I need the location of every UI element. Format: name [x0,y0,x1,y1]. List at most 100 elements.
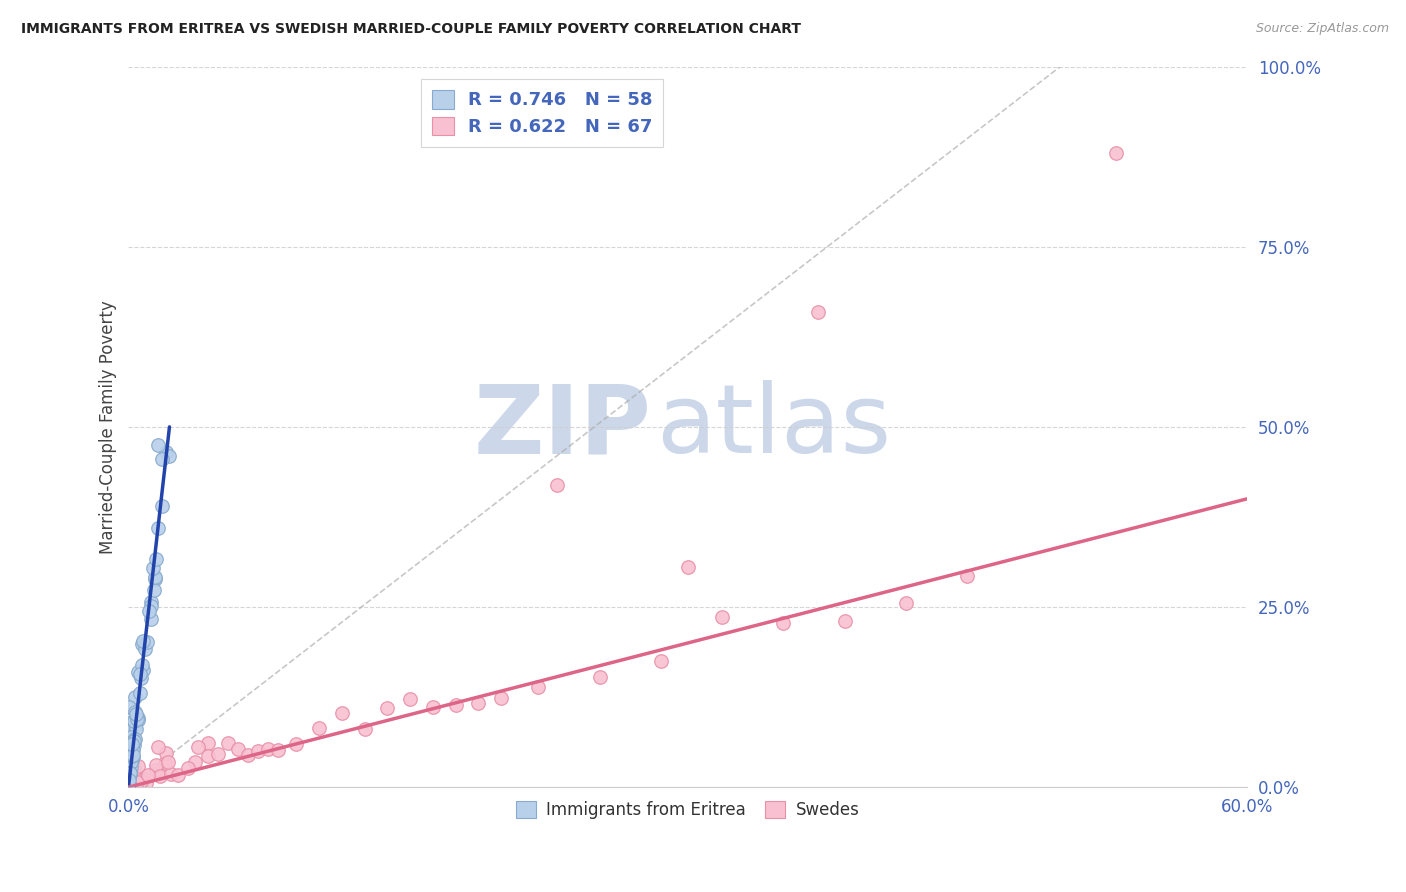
Point [129,671,152,685]
Point [127,713,149,727]
Point [155,756,177,770]
Text: ZIP: ZIP [474,380,652,474]
Point [197,736,219,750]
Point [132,663,155,677]
Point [226,741,249,756]
Point [422,699,444,714]
Text: Source: ZipAtlas.com: Source: ZipAtlas.com [1256,22,1389,36]
Point [120,727,142,741]
Point [138,604,160,618]
Point [139,599,162,614]
Point [118,775,141,789]
Point [956,569,979,583]
Point [807,304,830,318]
Point [129,686,152,700]
Point [546,477,568,491]
Point [187,739,209,754]
Point [120,760,142,774]
Point [142,583,165,598]
Point [131,637,153,651]
Point [246,744,269,758]
Point [120,765,142,780]
Point [121,747,143,762]
Point [118,716,141,731]
Point [125,775,148,789]
Point [120,756,142,770]
Point [118,766,141,780]
Point [143,570,166,584]
Point [146,740,169,755]
Point [118,753,141,767]
Point [159,450,181,464]
Point [148,521,170,535]
Point [236,748,259,763]
Point [128,666,150,681]
Point [125,706,148,721]
Point [127,758,149,772]
Point [129,774,152,789]
Point [127,665,149,680]
Y-axis label: Married-Couple Family Poverty: Married-Couple Family Poverty [100,300,117,554]
Point [129,777,152,791]
Point [266,742,288,756]
Point [120,754,142,768]
Point [124,770,146,784]
Text: IMMIGRANTS FROM ERITREA VS SWEDISH MARRIED-COUPLE FAMILY POVERTY CORRELATION CHA: IMMIGRANTS FROM ERITREA VS SWEDISH MARRI… [21,22,801,37]
Point [136,634,159,648]
Point [118,773,141,788]
Point [894,596,917,610]
Point [139,595,162,609]
Point [207,747,229,761]
Point [136,768,159,782]
Point [184,755,207,769]
Point [711,610,734,624]
Point [118,776,141,790]
Point [375,701,398,715]
Point [124,718,146,732]
Point [160,767,183,781]
Point [124,690,146,704]
Point [149,769,172,783]
Point [148,438,170,452]
Point [124,722,146,736]
Point [156,755,179,769]
Point [132,634,155,648]
Point [122,738,145,752]
Point [118,766,141,780]
Point [150,452,173,467]
Point [330,706,353,721]
Point [145,763,167,777]
Point [353,723,375,737]
Point [197,748,219,763]
Point [589,670,612,684]
Point [118,765,141,780]
Point [527,680,550,694]
Point [118,752,141,766]
Point [155,746,177,760]
Point [120,735,142,749]
Point [121,748,143,763]
Point [489,691,512,706]
Point [155,444,177,458]
Point [121,737,143,751]
Point [121,754,143,768]
Point [122,742,145,756]
Point [118,699,141,714]
Point [150,499,173,513]
Point [399,691,422,706]
Point [131,771,153,785]
Point [118,770,141,784]
Point [122,714,145,728]
Point [118,723,141,738]
Point [676,560,699,574]
Point [444,698,467,713]
Point [650,654,672,668]
Point [121,750,143,764]
Point [834,614,856,628]
Point [124,705,146,719]
Point [135,776,157,790]
Point [145,758,167,772]
Point [308,722,330,736]
Point [131,658,153,673]
Point [127,711,149,725]
